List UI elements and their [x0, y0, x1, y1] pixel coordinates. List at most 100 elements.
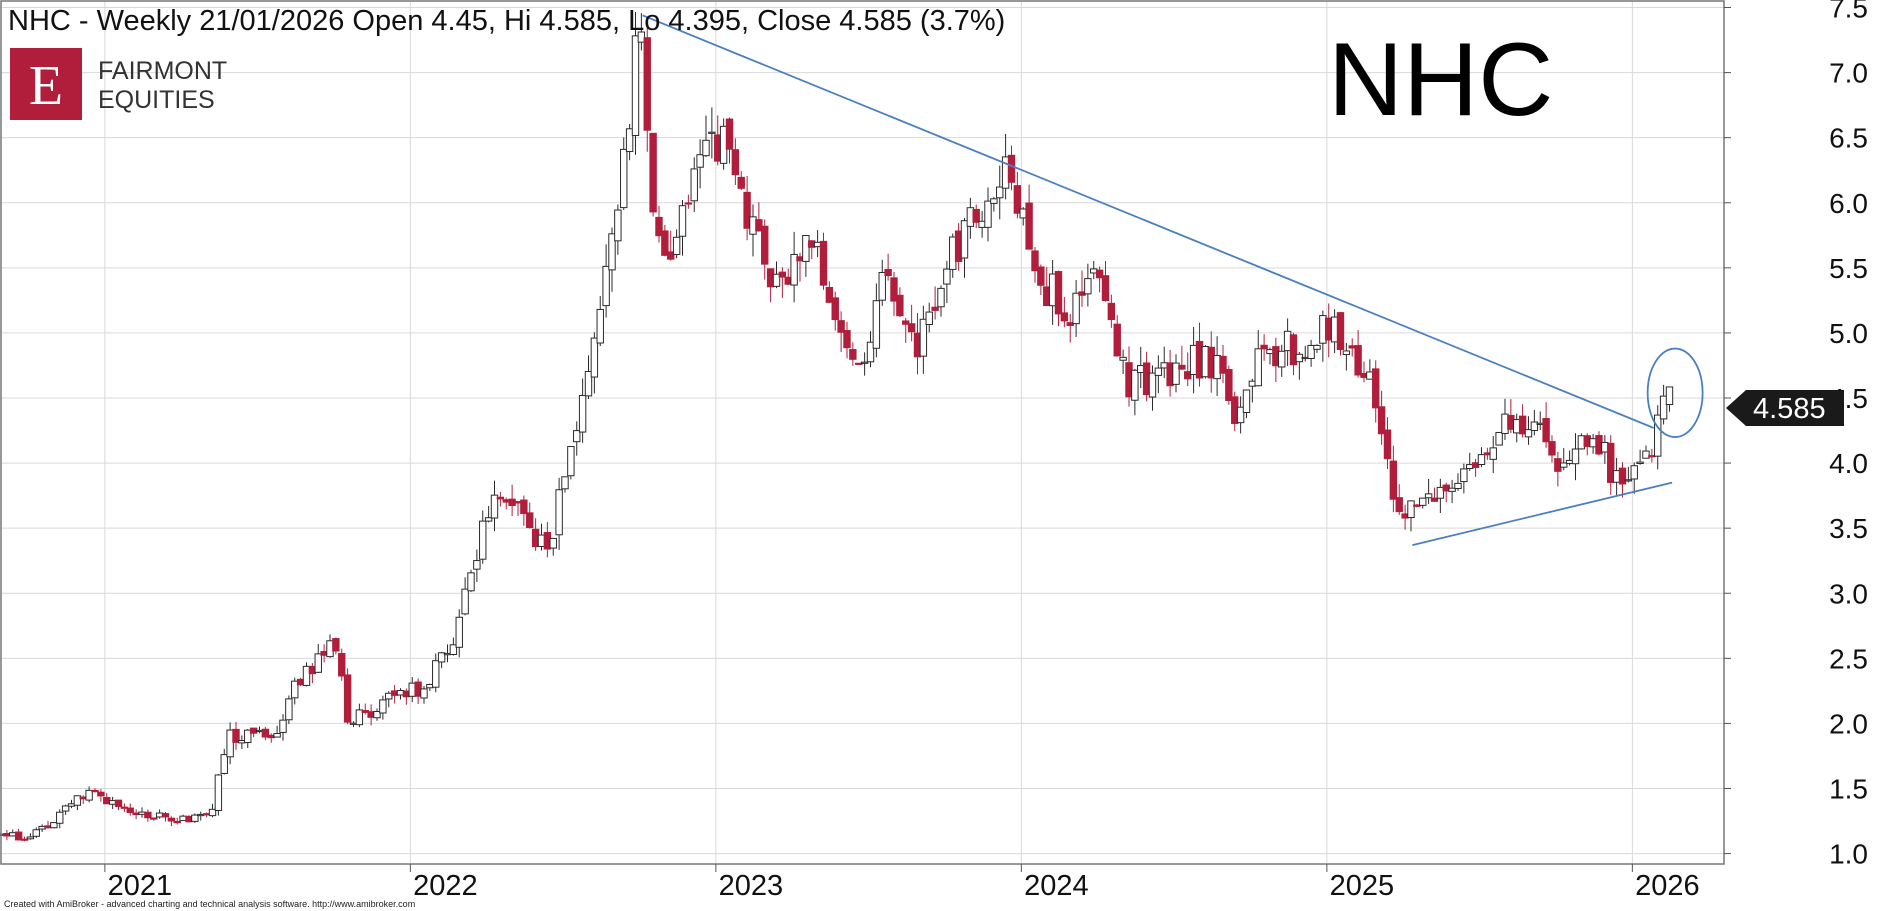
- candle-down: [931, 306, 939, 311]
- candle-down: [737, 176, 745, 189]
- candle-down: [150, 817, 158, 820]
- logo-line-2: EQUITIES: [98, 86, 215, 114]
- y-tick-label: 7.5: [1829, 0, 1868, 24]
- candle-down: [1542, 418, 1550, 443]
- candle-up: [584, 371, 593, 397]
- candle-up: [1236, 406, 1245, 424]
- candle-up: [1072, 292, 1080, 325]
- candle-down: [902, 320, 910, 325]
- candle-up: [1636, 461, 1644, 465]
- candle-down: [831, 297, 839, 321]
- candle-up: [1242, 389, 1251, 413]
- candle-down: [1618, 467, 1627, 485]
- candle-down: [1336, 312, 1345, 350]
- candle-down: [1037, 266, 1045, 286]
- footer-credit: Created with AmiBroker - advanced charti…: [4, 899, 415, 909]
- candle-up: [620, 148, 628, 209]
- candle-up: [191, 814, 199, 822]
- candle-up: [960, 220, 969, 259]
- y-tick-label: 6.5: [1829, 123, 1868, 154]
- candle-down: [761, 225, 769, 265]
- last-price-label-text: 4.585: [1753, 393, 1826, 425]
- candle-up: [925, 311, 933, 325]
- candle-up: [602, 265, 610, 307]
- candle-up: [1424, 493, 1433, 499]
- candle-down: [655, 216, 663, 237]
- candle-down: [114, 799, 123, 807]
- candle-up: [996, 186, 1004, 199]
- candle-down: [20, 838, 29, 841]
- candle-up: [437, 652, 446, 663]
- candle-up: [279, 719, 287, 733]
- candle-down: [332, 638, 340, 652]
- candle-up: [866, 341, 875, 363]
- candle-up: [590, 337, 599, 378]
- candle-up: [1436, 486, 1445, 499]
- candle-up: [1524, 429, 1533, 438]
- candle-down: [520, 499, 528, 514]
- y-tick-label: 5.0: [1829, 318, 1868, 349]
- candle-up: [1307, 344, 1315, 359]
- candle-up: [696, 154, 704, 168]
- candle-up: [1460, 468, 1468, 483]
- candle-up: [1131, 369, 1139, 401]
- candle-down: [173, 820, 181, 824]
- candle-down: [1101, 275, 1110, 302]
- candle-up: [690, 168, 698, 202]
- watermark-symbol: NHC: [1328, 22, 1553, 138]
- x-tick-label: 2023: [719, 870, 784, 902]
- candle-up: [1419, 497, 1427, 506]
- candle-up: [1119, 356, 1127, 361]
- candle-up: [420, 688, 428, 699]
- candle-down: [496, 496, 505, 500]
- candle-up: [614, 209, 622, 242]
- candle-up: [702, 139, 710, 157]
- candle-up: [449, 644, 458, 655]
- candles: [0, 12, 1674, 842]
- candle-down: [1383, 429, 1392, 460]
- candle-up: [1254, 348, 1262, 387]
- candle-up: [708, 131, 716, 134]
- x-tick-label: 2025: [1330, 870, 1395, 902]
- fairmont-logo: E FAIRMONT EQUITIES: [10, 48, 227, 120]
- plot-frame: [0, 0, 1725, 865]
- candle-down: [161, 813, 170, 818]
- candle-down: [14, 831, 23, 841]
- candle-up: [1448, 487, 1456, 492]
- candle-down: [1260, 344, 1268, 350]
- y-tick-label: 5.5: [1829, 253, 1868, 284]
- y-tick-label: 3.0: [1829, 578, 1868, 609]
- candle-down: [1219, 355, 1227, 374]
- candle-up: [244, 729, 252, 744]
- candle-up: [355, 709, 364, 726]
- candle-up: [860, 361, 869, 364]
- candle-up: [984, 200, 992, 228]
- x-tick-label: 2021: [108, 870, 173, 902]
- candle-down: [1430, 497, 1439, 502]
- candle-up: [567, 446, 575, 477]
- candle-up: [61, 805, 70, 812]
- candle-down: [890, 277, 898, 302]
- support-trendline: [1412, 481, 1673, 546]
- candle-down: [755, 219, 763, 232]
- candle-up: [937, 287, 945, 308]
- candle-up: [573, 430, 581, 443]
- x-tick-label: 2024: [1024, 870, 1089, 902]
- candle-up: [1477, 454, 1486, 465]
- candle-down: [819, 240, 828, 286]
- candle-up: [878, 272, 886, 301]
- candle-up: [1571, 448, 1580, 465]
- candle-down: [725, 118, 734, 150]
- candle-up: [549, 537, 557, 549]
- y-tick-label: 7.0: [1829, 58, 1868, 89]
- candle-up: [1495, 431, 1503, 446]
- candle-down: [1354, 345, 1362, 376]
- candle-up: [302, 665, 311, 686]
- logo-line-1: FAIRMONT: [98, 57, 227, 85]
- gridlines: [1, 1, 1724, 864]
- candle-up: [1084, 278, 1092, 295]
- logo-letter: E: [29, 55, 63, 117]
- candle-up: [1642, 450, 1650, 459]
- candle-down: [667, 251, 675, 260]
- resistance-trendline: [642, 14, 1655, 429]
